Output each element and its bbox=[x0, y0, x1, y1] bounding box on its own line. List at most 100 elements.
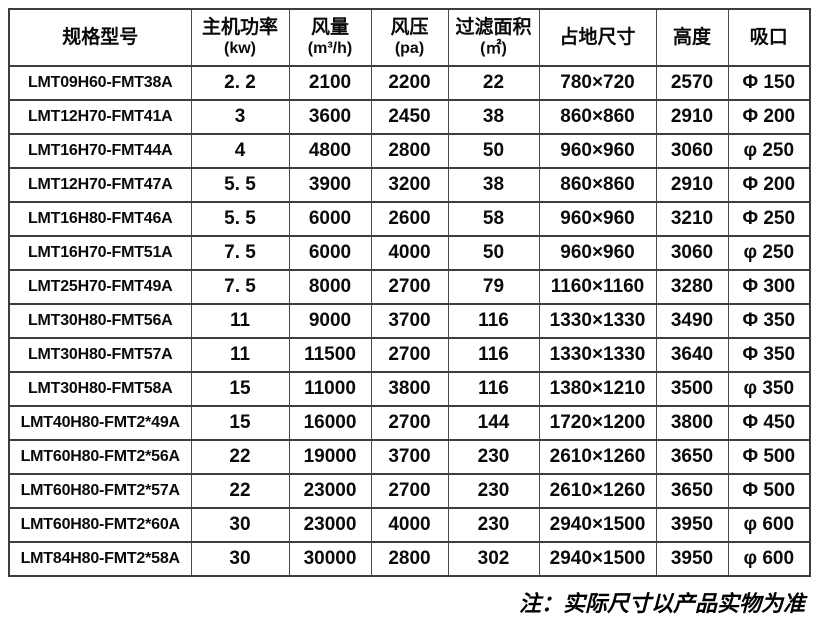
cell-filter-area: 38 bbox=[447, 99, 540, 135]
cell-power: 5. 5 bbox=[190, 201, 290, 237]
cell-pressure: 3700 bbox=[370, 303, 449, 339]
cell-footprint: 1160×1160 bbox=[538, 269, 657, 305]
cell-model: LMT09H60-FMT38A bbox=[8, 65, 192, 101]
cell-airflow: 2100 bbox=[288, 65, 372, 101]
col-header-filter-area-label: 过滤面积 bbox=[455, 17, 532, 39]
col-header-airflow-label: 风量 bbox=[310, 17, 349, 39]
cell-airflow: 23000 bbox=[288, 507, 372, 543]
cell-footprint: 1330×1330 bbox=[538, 337, 657, 373]
cell-airflow: 4800 bbox=[288, 133, 372, 169]
cell-height: 3500 bbox=[655, 371, 729, 407]
cell-power: 4 bbox=[190, 133, 290, 169]
col-header-height: 高度 bbox=[655, 8, 729, 67]
cell-model: LMT84H80-FMT2*58A bbox=[8, 541, 192, 577]
cell-height: 3210 bbox=[655, 201, 729, 237]
cell-height: 3060 bbox=[655, 235, 729, 271]
cell-filter-area: 144 bbox=[447, 405, 540, 441]
cell-pressure: 3700 bbox=[370, 439, 449, 475]
cell-height: 3060 bbox=[655, 133, 729, 169]
cell-footprint: 2940×1500 bbox=[538, 507, 657, 543]
cell-airflow: 16000 bbox=[288, 405, 372, 441]
cell-filter-area: 50 bbox=[447, 133, 540, 169]
col-header-model: 规格型号 bbox=[8, 8, 192, 67]
cell-airflow: 9000 bbox=[288, 303, 372, 339]
cell-model: LMT60H80-FMT2*57A bbox=[8, 473, 192, 509]
table-header-row: 规格型号 主机功率 (kw) 风量 (m³/h) 风压 (pa) 过滤面积 bbox=[8, 8, 811, 67]
cell-filter-area: 230 bbox=[447, 439, 540, 475]
cell-filter-area: 116 bbox=[447, 337, 540, 373]
cell-power: 22 bbox=[190, 439, 290, 475]
cell-power: 15 bbox=[190, 405, 290, 441]
cell-airflow: 19000 bbox=[288, 439, 372, 475]
cell-footprint: 2940×1500 bbox=[538, 541, 657, 577]
cell-filter-area: 302 bbox=[447, 541, 540, 577]
cell-footprint: 1720×1200 bbox=[538, 405, 657, 441]
cell-footprint: 1380×1210 bbox=[538, 371, 657, 407]
cell-pressure: 4000 bbox=[370, 235, 449, 271]
cell-inlet: Φ 350 bbox=[727, 303, 811, 339]
cell-pressure: 2450 bbox=[370, 99, 449, 135]
cell-filter-area: 79 bbox=[447, 269, 540, 305]
cell-footprint: 860×860 bbox=[538, 99, 657, 135]
col-header-model-label: 规格型号 bbox=[62, 26, 139, 48]
col-header-height-label: 高度 bbox=[672, 26, 711, 48]
cell-inlet: Φ 450 bbox=[727, 405, 811, 441]
cell-model: LMT40H80-FMT2*49A bbox=[8, 405, 192, 441]
cell-pressure: 2200 bbox=[370, 65, 449, 101]
table-row: LMT30H80-FMT56A 11 9000 3700 116 1330×13… bbox=[8, 303, 811, 339]
cell-footprint: 960×960 bbox=[538, 133, 657, 169]
col-header-airflow-unit: (m³/h) bbox=[307, 40, 353, 58]
cell-airflow: 11500 bbox=[288, 337, 372, 373]
cell-footprint: 780×720 bbox=[538, 65, 657, 101]
cell-pressure: 2800 bbox=[370, 541, 449, 577]
cell-model: LMT30H80-FMT58A bbox=[8, 371, 192, 407]
cell-height: 3800 bbox=[655, 405, 729, 441]
cell-filter-area: 116 bbox=[447, 371, 540, 407]
cell-filter-area: 230 bbox=[447, 507, 540, 543]
cell-height: 3280 bbox=[655, 269, 729, 305]
table-row: LMT12H70-FMT41A 3 3600 2450 38 860×860 2… bbox=[8, 99, 811, 135]
col-header-inlet-label: 吸口 bbox=[749, 26, 788, 48]
cell-inlet: Φ 150 bbox=[727, 65, 811, 101]
cell-pressure: 2800 bbox=[370, 133, 449, 169]
table-row: LMT25H70-FMT49A 7. 5 8000 2700 79 1160×1… bbox=[8, 269, 811, 305]
table-row: LMT12H70-FMT47A 5. 5 3900 3200 38 860×86… bbox=[8, 167, 811, 203]
cell-airflow: 8000 bbox=[288, 269, 372, 305]
cell-power: 7. 5 bbox=[190, 235, 290, 271]
footnote: 注：实际尺寸以产品实物为准 bbox=[518, 591, 805, 616]
cell-inlet: φ 250 bbox=[727, 235, 811, 271]
cell-footprint: 960×960 bbox=[538, 235, 657, 271]
spec-table: 规格型号 主机功率 (kw) 风量 (m³/h) 风压 (pa) 过滤面积 bbox=[8, 8, 811, 577]
cell-power: 3 bbox=[190, 99, 290, 135]
col-header-pressure-unit: (pa) bbox=[394, 40, 425, 58]
cell-inlet: Φ 250 bbox=[727, 201, 811, 237]
col-header-footprint: 占地尺寸 bbox=[538, 8, 657, 67]
cell-model: LMT25H70-FMT49A bbox=[8, 269, 192, 305]
col-header-power-label: 主机功率 bbox=[201, 17, 278, 39]
cell-model: LMT60H80-FMT2*56A bbox=[8, 439, 192, 475]
table-row: LMT40H80-FMT2*49A 15 16000 2700 144 1720… bbox=[8, 405, 811, 441]
col-header-filter-area: 过滤面积 (㎡) bbox=[447, 8, 540, 67]
cell-pressure: 4000 bbox=[370, 507, 449, 543]
cell-pressure: 2700 bbox=[370, 269, 449, 305]
table-row: LMT60H80-FMT2*57A 22 23000 2700 230 2610… bbox=[8, 473, 811, 509]
col-header-power: 主机功率 (kw) bbox=[190, 8, 290, 67]
cell-footprint: 960×960 bbox=[538, 201, 657, 237]
cell-model: LMT60H80-FMT2*60A bbox=[8, 507, 192, 543]
col-header-inlet: 吸口 bbox=[727, 8, 811, 67]
cell-model: LMT12H70-FMT41A bbox=[8, 99, 192, 135]
table-row: LMT16H70-FMT44A 4 4800 2800 50 960×960 3… bbox=[8, 133, 811, 169]
cell-filter-area: 230 bbox=[447, 473, 540, 509]
cell-height: 3950 bbox=[655, 507, 729, 543]
table-row: LMT16H80-FMT46A 5. 5 6000 2600 58 960×96… bbox=[8, 201, 811, 237]
cell-inlet: φ 600 bbox=[727, 541, 811, 577]
cell-inlet: Φ 300 bbox=[727, 269, 811, 305]
col-header-footprint-label: 占地尺寸 bbox=[559, 26, 636, 48]
cell-filter-area: 58 bbox=[447, 201, 540, 237]
cell-model: LMT30H80-FMT57A bbox=[8, 337, 192, 373]
cell-height: 3650 bbox=[655, 439, 729, 475]
cell-airflow: 3600 bbox=[288, 99, 372, 135]
table-row: LMT60H80-FMT2*56A 22 19000 3700 230 2610… bbox=[8, 439, 811, 475]
cell-model: LMT16H70-FMT44A bbox=[8, 133, 192, 169]
